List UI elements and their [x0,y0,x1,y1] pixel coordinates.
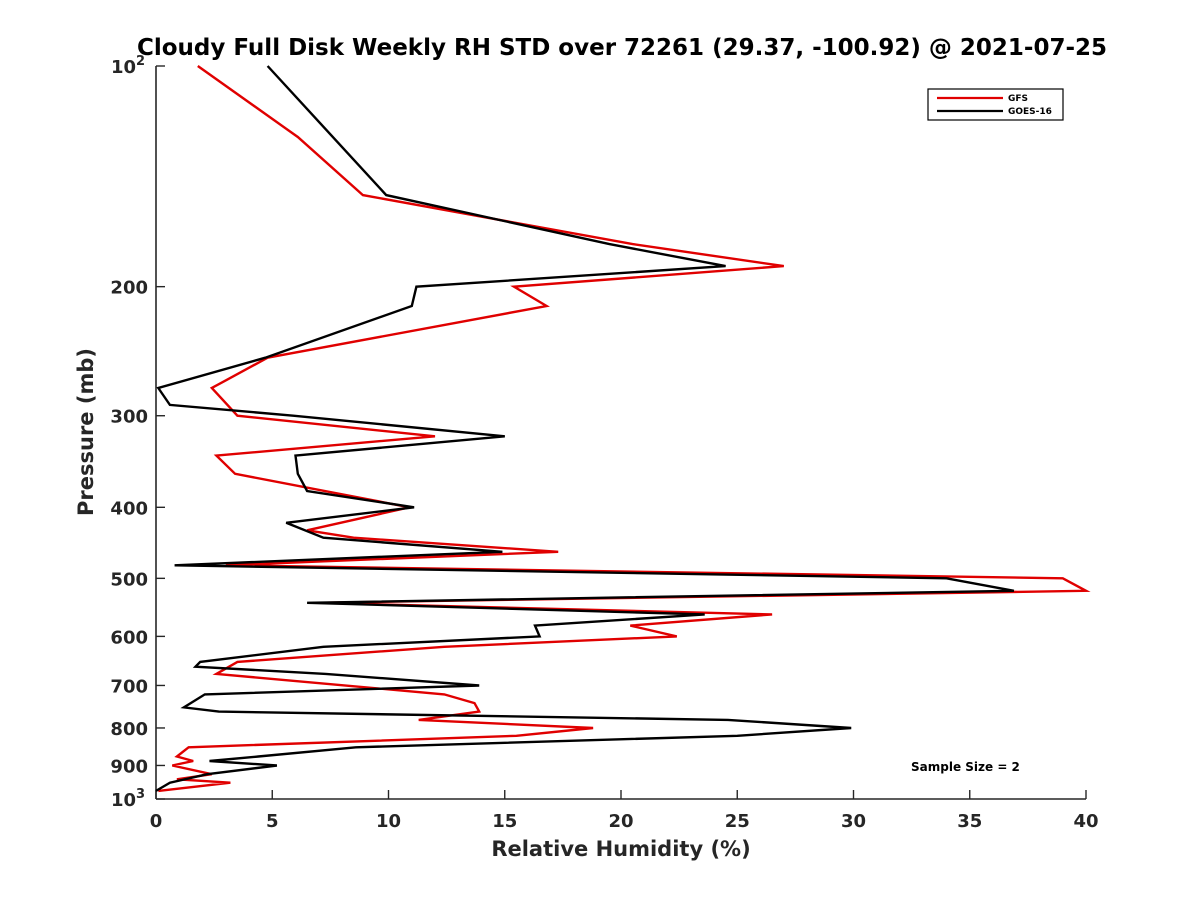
x-tick-label: 20 [608,811,633,832]
x-axis: 0 5 10 15 20 25 30 35 40 [150,790,1099,832]
legend-label-gfs: GFS [1008,94,1028,104]
y-tick-label: 900 [110,756,148,777]
x-tick-label: 10 [376,811,401,832]
y-axis-label: Pressure (mb) [74,348,98,516]
x-tick-label: 0 [150,811,163,832]
x-tick-label: 35 [957,811,982,832]
legend-box [927,88,1064,121]
legend: GFS GOES-16 [927,88,1064,121]
y-tick-label: 700 [110,676,148,697]
y-tick-label: 300 [110,407,148,428]
y-tick-exponent: 2 [136,54,145,69]
y-tick-label: 400 [110,498,148,519]
series-line-goes16 [155,65,1015,792]
y-tick-label: 800 [110,719,148,740]
y-tick-exponent: 3 [136,787,145,802]
plot-area [156,66,1086,799]
chart-title: Cloudy Full Disk Weekly RH STD over 7226… [137,35,1107,61]
sample-size-annotation: Sample Size = 2 [911,760,1020,774]
x-tick-label: 5 [266,811,279,832]
y-tick-label: 10 [111,57,136,78]
x-tick-label: 30 [841,811,866,832]
y-tick-label: 500 [110,569,148,590]
x-tick-label: 15 [492,811,517,832]
x-tick-label: 40 [1073,811,1098,832]
y-tick-label: 10 [111,790,136,811]
x-tick-label: 25 [725,811,750,832]
x-axis-label: Relative Humidity (%) [491,837,750,861]
y-tick-label: 600 [110,627,148,648]
legend-label-goes16: GOES-16 [1008,107,1052,117]
y-tick-label: 200 [110,278,148,299]
series-group [155,65,1091,793]
